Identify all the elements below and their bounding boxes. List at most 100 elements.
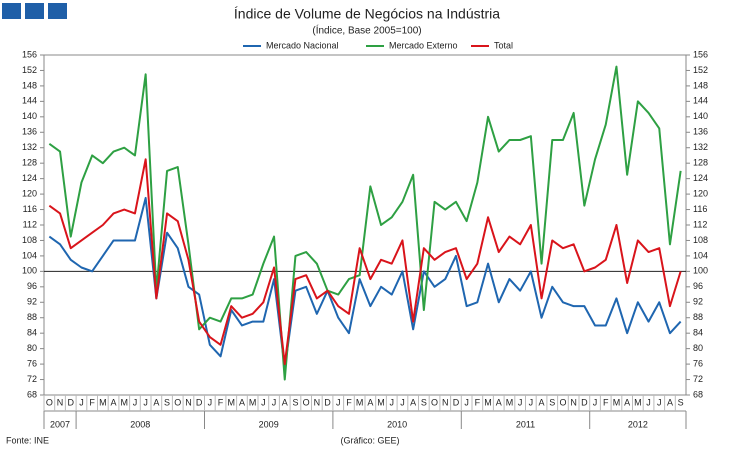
x-tick-label: J xyxy=(143,397,148,407)
x-tick-label: F xyxy=(475,397,481,407)
year-label: 2012 xyxy=(628,419,648,429)
y-tick-label: 140 xyxy=(22,111,37,121)
y2-tick-label: 116 xyxy=(693,204,707,214)
x-tick-label: J xyxy=(593,397,598,407)
series-line xyxy=(48,158,682,366)
y2-tick-label: 80 xyxy=(693,343,703,353)
logo-block xyxy=(25,3,44,19)
y-tick-label: 120 xyxy=(22,188,37,198)
x-tick-label: J xyxy=(133,397,138,407)
y-tick-label: 136 xyxy=(22,127,37,137)
logo-block xyxy=(48,3,67,19)
x-tick-label: A xyxy=(624,397,630,407)
y2-tick-label: 84 xyxy=(693,328,703,338)
x-tick-label: J xyxy=(518,397,523,407)
year-label: 2007 xyxy=(50,419,70,429)
source: Fonte: INE xyxy=(6,435,49,445)
y2-tick-label: 96 xyxy=(693,281,703,291)
x-tick-label: M xyxy=(249,397,257,407)
logo-block xyxy=(2,3,21,19)
y-tick-label: 132 xyxy=(22,142,37,152)
x-tick-label: F xyxy=(603,397,609,407)
y-tick-label: 100 xyxy=(22,266,37,276)
x-tick-label: A xyxy=(239,397,245,407)
y2-tick-label: 100 xyxy=(693,266,708,276)
y2-tick-label: 148 xyxy=(693,80,708,90)
y-tick-label: 144 xyxy=(22,96,37,106)
x-tick-label: J xyxy=(529,397,534,407)
x-tick-label: J xyxy=(400,397,405,407)
series-line xyxy=(48,65,682,381)
y2-tick-label: 144 xyxy=(693,96,708,106)
y2-tick-label: 108 xyxy=(693,235,708,245)
y-tick-label: 76 xyxy=(27,358,37,368)
x-tick-label: F xyxy=(89,397,95,407)
x-tick-label: F xyxy=(346,397,352,407)
y2-tick-label: 132 xyxy=(693,142,708,152)
x-tick-label: N xyxy=(57,397,64,407)
y-tick-label: 72 xyxy=(27,374,37,384)
y-tick-label: 92 xyxy=(27,297,37,307)
y2-tick-label: 76 xyxy=(693,358,703,368)
x-tick-label: O xyxy=(46,397,53,407)
year-label: 2009 xyxy=(259,419,279,429)
x-tick-label: D xyxy=(581,397,588,407)
x-tick-label: D xyxy=(453,397,460,407)
x-tick-label: A xyxy=(282,397,288,407)
x-tick-label: D xyxy=(196,397,203,407)
x-tick-label: A xyxy=(667,397,673,407)
x-tick-label: M xyxy=(613,397,621,407)
x-tick-label: D xyxy=(324,397,331,407)
legend-label: Mercado Nacional xyxy=(266,40,339,50)
chart-title: Índice de Volume de Negócios na Indústri… xyxy=(234,6,500,22)
y2-tick-label: 152 xyxy=(693,65,708,75)
x-tick-label: M xyxy=(634,397,642,407)
legend-label: Mercado Externo xyxy=(389,40,458,50)
x-tick-label: J xyxy=(646,397,651,407)
x-tick-label: A xyxy=(153,397,159,407)
legend-label: Total xyxy=(494,40,513,50)
x-tick-label: M xyxy=(484,397,492,407)
y-tick-label: 108 xyxy=(22,235,37,245)
x-tick-label: N xyxy=(570,397,577,407)
y-tick-label: 116 xyxy=(23,204,37,214)
y2-tick-label: 120 xyxy=(693,188,708,198)
x-tick-label: J xyxy=(336,397,341,407)
x-tick-label: S xyxy=(421,397,427,407)
credit: (Gráfico: GEE) xyxy=(340,435,399,445)
x-tick-label: J xyxy=(390,397,395,407)
y-tick-label: 84 xyxy=(27,328,37,338)
x-tick-label: M xyxy=(356,397,364,407)
x-tick-label: O xyxy=(174,397,181,407)
x-tick-label: S xyxy=(678,397,684,407)
y-tick-label: 96 xyxy=(27,281,37,291)
x-tick-label: O xyxy=(559,397,566,407)
y-tick-label: 156 xyxy=(22,49,37,59)
y2-tick-label: 124 xyxy=(693,173,708,183)
y-tick-label: 112 xyxy=(23,219,37,229)
y-tick-label: 104 xyxy=(22,250,37,260)
x-tick-label: J xyxy=(272,397,277,407)
x-tick-label: O xyxy=(303,397,310,407)
y2-tick-label: 72 xyxy=(693,374,703,384)
x-tick-label: A xyxy=(410,397,416,407)
year-label: 2008 xyxy=(130,419,150,429)
x-tick-label: N xyxy=(442,397,449,407)
x-tick-label: M xyxy=(506,397,514,407)
year-label: 2011 xyxy=(516,419,535,429)
x-tick-label: J xyxy=(208,397,213,407)
x-tick-label: S xyxy=(292,397,298,407)
y-tick-label: 124 xyxy=(22,173,37,183)
x-tick-label: S xyxy=(164,397,170,407)
y-tick-label: 80 xyxy=(27,343,37,353)
y-tick-label: 68 xyxy=(27,389,37,399)
x-tick-label: A xyxy=(367,397,373,407)
x-tick-label: J xyxy=(261,397,266,407)
chart-subtitle: (Índice, Base 2005=100) xyxy=(312,24,421,37)
x-tick-label: N xyxy=(314,397,321,407)
y2-tick-label: 140 xyxy=(693,111,708,121)
x-tick-label: N xyxy=(185,397,192,407)
x-tick-label: O xyxy=(431,397,438,407)
y2-tick-label: 128 xyxy=(693,158,708,168)
